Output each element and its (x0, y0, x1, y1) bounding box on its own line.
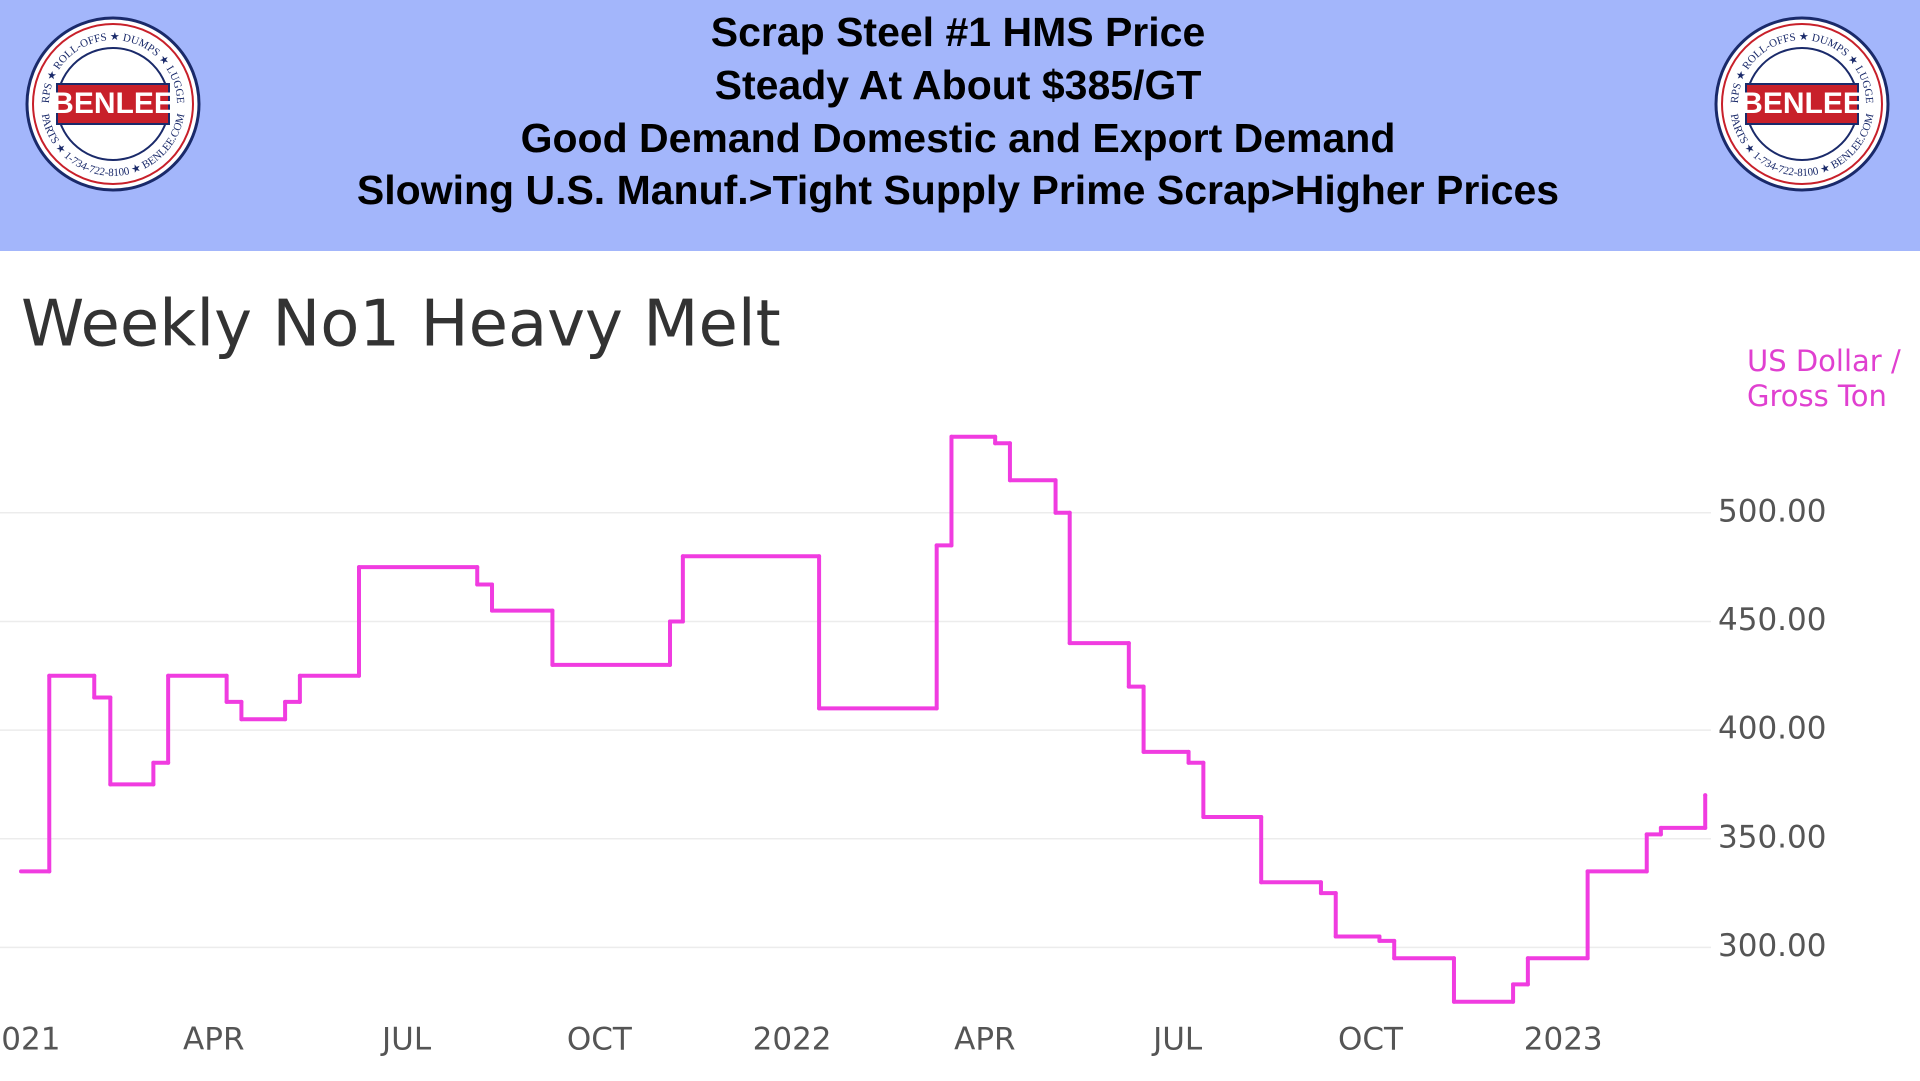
chart-title: Weekly No1 Heavy Melt (21, 288, 781, 362)
y-axis-label: Gross Ton (1747, 379, 1887, 413)
x-tick-label: APR (954, 1022, 1015, 1058)
x-tick-label: 2022 (753, 1022, 832, 1058)
x-tick-label: 2023 (1524, 1022, 1603, 1058)
header-line: Scrap Steel #1 HMS Price (711, 9, 1206, 55)
x-tick-label: OCT (567, 1022, 633, 1058)
y-tick-label: 400.00 (1718, 711, 1826, 747)
y-tick-label: 350.00 (1718, 819, 1826, 855)
header-line: Good Demand Domestic and Export Demand (521, 115, 1396, 161)
y-tick-label: 500.00 (1718, 493, 1826, 529)
logo: TARPS ★ ROLL-OFFS ★ DUMPS ★ LUGGERS PART… (25, 16, 201, 192)
y-axis-label: US Dollar / (1747, 344, 1901, 378)
logo: TARPS ★ ROLL-OFFS ★ DUMPS ★ LUGGERS PART… (1714, 16, 1890, 192)
y-tick-label: 300.00 (1718, 928, 1826, 964)
header-line: Steady At About $385/GT (715, 62, 1202, 108)
header-band (0, 0, 1920, 251)
logo-name: BENLEE (52, 87, 174, 120)
x-tick-label: 2021 (0, 1022, 60, 1058)
x-tick-label: JUL (1151, 1022, 1203, 1058)
y-tick-label: 450.00 (1718, 602, 1826, 638)
x-tick-label: APR (183, 1022, 244, 1058)
logo-name: BENLEE (1741, 87, 1863, 120)
x-tick-label: JUL (380, 1022, 432, 1058)
header-line: Slowing U.S. Manuf.>Tight Supply Prime S… (357, 167, 1559, 213)
x-tick-label: OCT (1338, 1022, 1404, 1058)
plot: 300.00 350.00 400.00 450.00 500.00 2021 APR JUL… (0, 434, 1826, 1058)
